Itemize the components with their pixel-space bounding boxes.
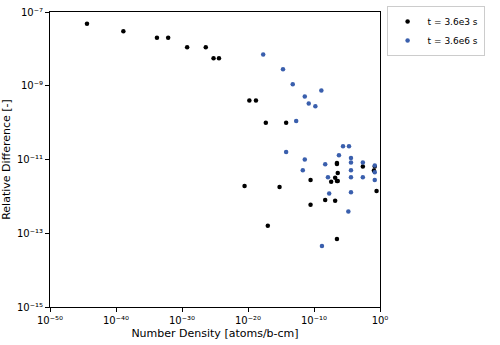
svg-text:10⁻⁴⁰: 10⁻⁴⁰ xyxy=(103,315,129,326)
svg-text:Relative Difference [-]: Relative Difference [-] xyxy=(0,99,13,220)
svg-text:10⁻²⁰: 10⁻²⁰ xyxy=(235,315,261,326)
svg-text:10⁻¹⁵: 10⁻¹⁵ xyxy=(17,302,43,313)
svg-text:10⁻⁷: 10⁻⁷ xyxy=(21,7,43,18)
svg-text:10⁻⁹: 10⁻⁹ xyxy=(21,80,43,91)
svg-text:10⁻³⁰: 10⁻³⁰ xyxy=(169,315,195,326)
svg-text:10⁰: 10⁰ xyxy=(372,315,389,326)
svg-text:Number Density [atoms/b-cm]: Number Density [atoms/b-cm] xyxy=(131,327,298,340)
svg-text:10⁻¹⁰: 10⁻¹⁰ xyxy=(301,315,327,326)
svg-text:t = 3.6e3 s: t = 3.6e3 s xyxy=(428,17,478,27)
svg-text:10⁻¹¹: 10⁻¹¹ xyxy=(17,154,43,165)
svg-text:10⁻¹³: 10⁻¹³ xyxy=(17,228,43,239)
svg-text:10⁻⁵⁰: 10⁻⁵⁰ xyxy=(37,315,63,326)
svg-text:t = 3.6e6 s: t = 3.6e6 s xyxy=(428,36,478,46)
